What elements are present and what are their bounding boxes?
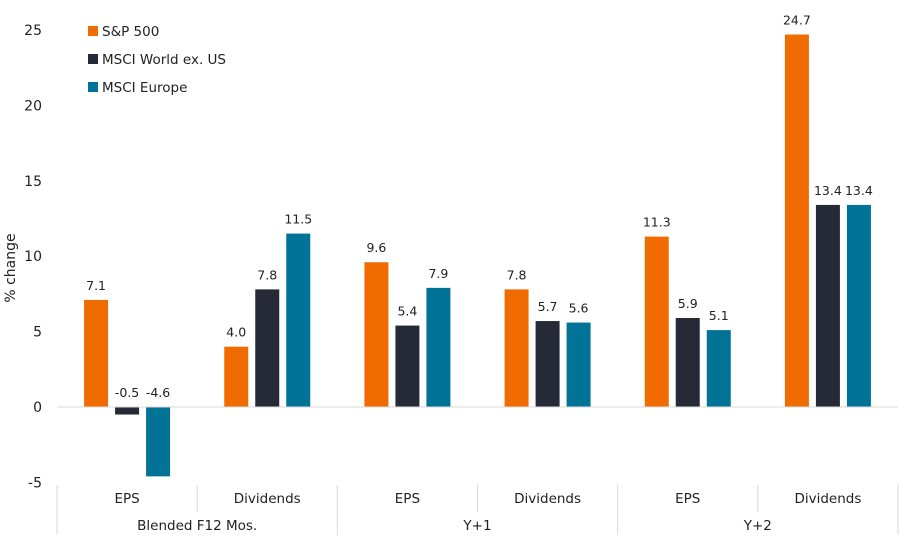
y-axis-ticks: -5 0 5 10 15 20 25 [24, 23, 42, 491]
legend-entry: MSCI World ex. US [102, 52, 226, 68]
y-axis-label: % change [3, 233, 19, 302]
data-label: 5.1 [709, 308, 729, 323]
y-tick-label: 0 [33, 400, 42, 416]
data-label: -4.6 [146, 385, 170, 400]
y-tick-label: 25 [24, 23, 42, 39]
bar [784, 34, 809, 408]
bar [115, 407, 140, 415]
bar [84, 299, 109, 407]
bar [706, 330, 731, 407]
x-tick-label: EPS [114, 491, 139, 507]
legend-swatch [88, 54, 98, 64]
data-label: 5.7 [538, 299, 558, 314]
data-label: 5.9 [678, 296, 698, 311]
y-tick-label: 10 [24, 249, 42, 265]
x-tick-label: Dividends [234, 491, 301, 507]
data-label: 7.9 [428, 266, 448, 281]
data-label: 13.4 [845, 183, 873, 198]
data-label: 5.6 [569, 301, 589, 316]
data-label: 7.8 [507, 267, 527, 282]
x-tick-label: Dividends [794, 491, 861, 507]
bar [566, 322, 591, 407]
data-label: 24.7 [783, 13, 811, 28]
x-tick-label: EPS [675, 491, 700, 507]
bar [815, 204, 840, 407]
y-tick-label: -5 [28, 475, 42, 491]
data-label: 13.4 [814, 183, 842, 198]
data-label: 11.5 [284, 212, 312, 227]
bar [846, 204, 871, 407]
legend-swatch [88, 82, 98, 92]
bar [644, 236, 669, 407]
x-axis: EPS Dividends EPS Dividends EPS Dividends Blen… [56, 485, 899, 535]
bar [395, 325, 420, 407]
bars: 7.1 -0.5 -4.6 4.0 7.8 11.5 9.6 5.4 7.9 7.8 5.7 5.6 1… [84, 13, 873, 477]
y-tick-label: 20 [24, 98, 42, 114]
bar [255, 289, 280, 407]
data-label: 7.8 [257, 267, 277, 282]
bar [364, 262, 389, 407]
data-label: 5.4 [397, 304, 417, 319]
x-group-label: Y+1 [462, 518, 491, 534]
legend-entry: MSCI Europe [102, 80, 187, 96]
data-label: 7.1 [86, 278, 106, 293]
legend-entry: S&P 500 [102, 24, 159, 40]
data-label: 9.6 [366, 240, 386, 255]
x-tick-label: Dividends [514, 491, 581, 507]
bar [675, 318, 700, 407]
legend-swatch [88, 26, 98, 36]
bar [224, 346, 249, 407]
x-group-label: Blended F12 Mos. [137, 518, 257, 534]
bar [504, 289, 529, 407]
bar [426, 287, 451, 407]
y-tick-label: 15 [24, 174, 42, 190]
legend: S&P 500 MSCI World ex. US MSCI Europe [88, 24, 226, 96]
bar [286, 233, 311, 407]
x-tick-label: EPS [395, 491, 420, 507]
bar [146, 407, 171, 477]
data-label: 4.0 [226, 325, 246, 340]
bar [535, 321, 560, 407]
x-group-label: Y+2 [743, 518, 772, 534]
y-tick-label: 5 [33, 325, 42, 341]
data-label: 11.3 [643, 215, 671, 230]
data-label: -0.5 [115, 385, 139, 400]
